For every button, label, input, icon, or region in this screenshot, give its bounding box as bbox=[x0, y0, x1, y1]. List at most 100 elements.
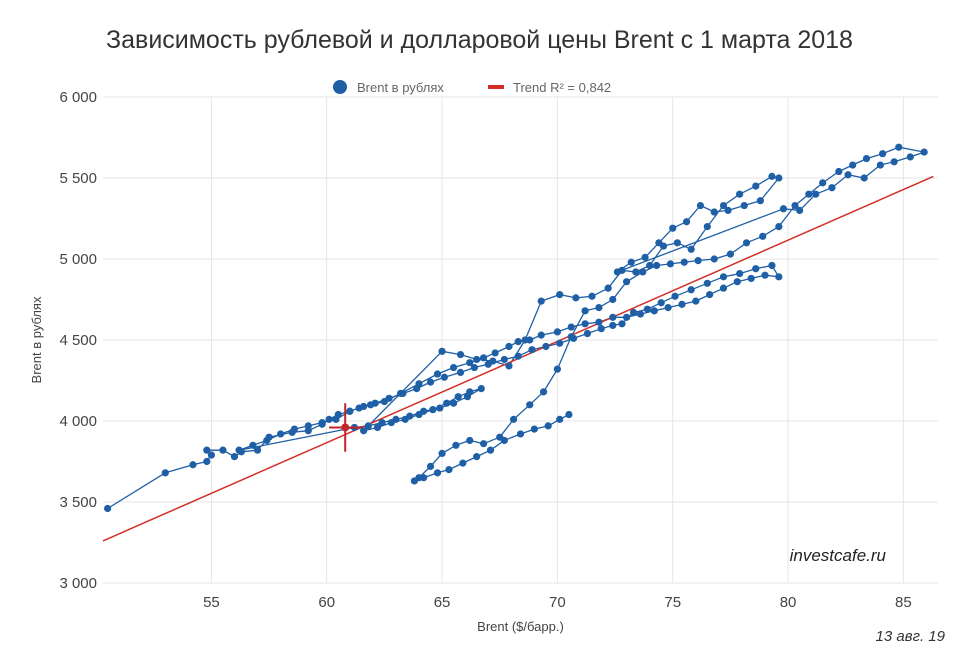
data-point bbox=[828, 184, 836, 192]
data-point bbox=[641, 253, 649, 261]
data-point bbox=[860, 174, 868, 182]
data-point bbox=[203, 457, 211, 466]
data-point bbox=[433, 370, 442, 378]
data-point bbox=[597, 325, 605, 333]
data-point bbox=[652, 261, 661, 270]
data-point bbox=[452, 441, 460, 449]
data-point bbox=[553, 365, 562, 373]
data-point bbox=[756, 197, 764, 205]
data-point bbox=[906, 153, 914, 161]
data-point bbox=[752, 265, 760, 273]
data-point bbox=[583, 329, 591, 338]
data-point bbox=[553, 328, 562, 336]
data-point bbox=[639, 268, 647, 276]
data-point bbox=[304, 422, 312, 430]
data-point bbox=[325, 415, 333, 423]
x-tick-label: 80 bbox=[780, 594, 797, 611]
y-tick-label: 3 500 bbox=[59, 494, 97, 511]
x-tick-label: 60 bbox=[318, 594, 335, 611]
data-point bbox=[650, 307, 658, 315]
data-point bbox=[539, 388, 548, 396]
data-point bbox=[514, 352, 522, 360]
data-point bbox=[742, 239, 751, 247]
data-point bbox=[443, 399, 451, 407]
data-point bbox=[466, 359, 474, 367]
data-point bbox=[479, 354, 488, 362]
data-point bbox=[401, 415, 409, 423]
data-point bbox=[505, 342, 513, 351]
data-point bbox=[235, 446, 243, 454]
data-point bbox=[436, 404, 444, 412]
data-point bbox=[719, 273, 728, 281]
data-point bbox=[779, 205, 788, 213]
data-point bbox=[438, 347, 446, 355]
data-point bbox=[509, 415, 518, 423]
y-tick-label: 4 000 bbox=[59, 413, 97, 430]
data-point bbox=[694, 257, 702, 265]
x-tick-label: 85 bbox=[895, 594, 912, 611]
data-point bbox=[537, 331, 545, 339]
data-point bbox=[895, 143, 903, 151]
data-point bbox=[775, 174, 783, 182]
data-point bbox=[719, 284, 728, 292]
data-point bbox=[486, 446, 495, 454]
data-point bbox=[364, 422, 372, 430]
data-point bbox=[440, 373, 448, 381]
data-point bbox=[445, 466, 453, 474]
data-point bbox=[632, 268, 640, 276]
data-point bbox=[629, 308, 638, 317]
data-point bbox=[456, 368, 465, 376]
data-point bbox=[500, 436, 508, 445]
data-point bbox=[420, 474, 428, 482]
data-point bbox=[489, 357, 497, 365]
data-point bbox=[567, 323, 575, 331]
data-point bbox=[318, 419, 326, 427]
x-tick-label: 65 bbox=[434, 594, 451, 611]
data-point bbox=[710, 255, 718, 263]
data-point bbox=[726, 250, 735, 258]
data-point bbox=[567, 333, 575, 341]
data-point bbox=[346, 407, 354, 415]
data-point bbox=[759, 232, 767, 240]
x-axis-title: Brent ($/барр.) bbox=[477, 619, 564, 634]
data-point bbox=[189, 461, 197, 469]
data-point bbox=[410, 477, 418, 485]
current-point-group bbox=[329, 403, 362, 452]
data-point bbox=[849, 161, 857, 169]
data-point bbox=[682, 218, 691, 226]
data-point bbox=[530, 425, 538, 433]
data-point bbox=[646, 261, 654, 270]
data-point bbox=[768, 172, 776, 180]
data-point bbox=[290, 425, 299, 433]
data-point bbox=[399, 389, 407, 398]
data-point bbox=[104, 504, 112, 513]
data-point bbox=[733, 278, 741, 286]
data-point bbox=[385, 394, 393, 402]
data-point bbox=[920, 148, 928, 156]
data-point bbox=[526, 401, 534, 409]
data-point bbox=[556, 291, 564, 299]
data-point bbox=[479, 440, 488, 448]
data-point bbox=[736, 190, 744, 198]
data-point bbox=[609, 321, 617, 330]
data-point bbox=[521, 336, 529, 344]
data-point bbox=[454, 393, 462, 401]
y-tick-label: 5 000 bbox=[59, 251, 97, 268]
data-point bbox=[378, 419, 386, 427]
data-point bbox=[450, 363, 458, 372]
data-point bbox=[678, 300, 686, 308]
data-point bbox=[466, 436, 474, 445]
data-point bbox=[207, 451, 216, 459]
y-tick-label: 5 500 bbox=[59, 170, 97, 187]
data-point bbox=[516, 430, 525, 438]
data-point bbox=[450, 399, 458, 407]
data-point bbox=[373, 423, 382, 432]
watermark-text: investcafe.ru bbox=[789, 546, 886, 565]
data-point bbox=[473, 355, 481, 364]
data-point bbox=[812, 190, 820, 198]
data-point bbox=[572, 294, 580, 302]
data-point bbox=[459, 459, 467, 467]
data-point bbox=[415, 410, 423, 419]
data-point bbox=[565, 410, 573, 419]
